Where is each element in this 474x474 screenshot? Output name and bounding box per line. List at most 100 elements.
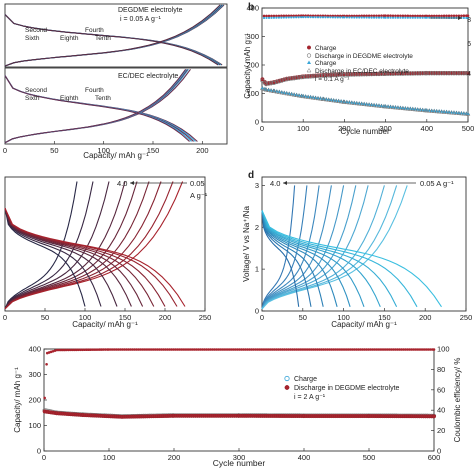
panel-b-point xyxy=(425,14,429,18)
panel-e-efficiency-point xyxy=(335,348,339,351)
panel-e-efficiency-point xyxy=(113,348,117,351)
panel-e-efficiency-point xyxy=(75,348,78,352)
panel-b-point xyxy=(451,110,457,115)
panel-e-efficiency-point xyxy=(115,348,119,351)
panel-e-efficiency-point xyxy=(392,348,396,351)
panel-e-efficiency-point xyxy=(374,348,378,351)
panel-a-bottom-discharge-curve xyxy=(4,75,194,142)
panel-b-point xyxy=(418,71,423,76)
panel-b-x-tick-label: 400 xyxy=(421,124,434,133)
panel-b-point xyxy=(329,73,334,78)
panel-b-point xyxy=(329,16,332,19)
panel-e-efficiency-point xyxy=(296,348,300,351)
panel-e-efficiency-point xyxy=(127,348,130,351)
panel-d-discharge-curve xyxy=(261,210,418,308)
panel-e-efficiency-point xyxy=(324,348,327,351)
panel-b-point xyxy=(326,73,331,78)
panel-b-point xyxy=(465,111,471,116)
panel-d-y-axis-label: Voltage/ V vs Na⁺/Na xyxy=(242,206,251,282)
panel-e-efficiency-point xyxy=(300,348,304,351)
panel-b-point xyxy=(355,16,358,19)
panel-b-point xyxy=(270,14,273,18)
panel-c-charge-curve xyxy=(4,181,110,310)
panel-e-annotation: i = 2 A g⁻¹ xyxy=(294,394,326,401)
panel-a-bottom-legend-eighth: Eighth xyxy=(60,95,79,102)
panel-a-top-frame xyxy=(4,3,228,68)
panel-b-point xyxy=(366,102,372,107)
panel-e-efficiency-point xyxy=(146,348,150,351)
panel-d-charge-curve xyxy=(261,185,320,310)
panel-e-y-tick-label: 300 xyxy=(28,370,41,379)
panel-b-point xyxy=(279,78,284,83)
panel-b-point xyxy=(310,95,316,100)
panel-b-point xyxy=(383,71,388,76)
panel-b-point xyxy=(419,16,422,19)
panel-e-efficiency-point xyxy=(388,348,392,351)
panel-b-point xyxy=(370,14,373,18)
panel-b-point xyxy=(294,92,300,97)
panel-c-discharge-curve xyxy=(4,208,86,307)
panel-e-efficiency-point xyxy=(337,348,341,351)
panel-e-efficiency-point xyxy=(408,348,411,351)
panel-b-point xyxy=(418,14,422,18)
panel-e-efficiency-point xyxy=(71,348,74,352)
panel-e-efficiency-point xyxy=(281,348,284,351)
panel-b-point xyxy=(338,99,344,104)
panel-b-point xyxy=(323,97,329,102)
panel-d-charge-curve xyxy=(261,185,369,310)
panel-b-x-tick-label: 0 xyxy=(260,124,264,133)
panel-b-legend-item: Charge xyxy=(315,45,337,52)
panel-d-x-tick-label: 100 xyxy=(337,313,350,322)
panel-e-efficiency-point xyxy=(398,348,401,351)
panel-e-efficiency-point xyxy=(138,348,142,351)
panel-b-point xyxy=(341,16,344,19)
panel-b-point xyxy=(420,71,425,76)
panel-e-efficiency-point xyxy=(248,348,251,351)
panel-b-legend-marker xyxy=(307,60,311,64)
panel-d-y-tick-label: 1 xyxy=(255,265,259,274)
panel-b-point xyxy=(380,16,383,19)
panel-e-efficiency-point xyxy=(92,348,96,351)
panel-e-efficiency-point xyxy=(203,348,206,351)
panel-b-point xyxy=(396,14,400,18)
panel-e-efficiency-point xyxy=(316,348,319,351)
panel-e-efficiency-point xyxy=(209,348,212,351)
panel-e-efficiency-point xyxy=(83,348,86,352)
panel-b-point xyxy=(306,74,311,79)
panel-e-efficiency-point xyxy=(404,348,407,351)
panel-e-efficiency-point xyxy=(55,348,59,352)
panel-c-discharge-curve xyxy=(4,208,166,307)
panel-b-point xyxy=(359,72,364,77)
panel-e-efficiency-point xyxy=(104,348,108,351)
panel-e-efficiency-point xyxy=(98,348,102,351)
panel-e-efficiency-point xyxy=(187,348,191,351)
panel-b-point xyxy=(287,14,291,18)
panel-e-efficiency-point xyxy=(359,348,362,351)
panel-b-legend-item: Charge xyxy=(315,60,337,67)
panel-e-efficiency-point xyxy=(100,348,104,351)
panel-b-point xyxy=(347,72,352,77)
panel-b-point xyxy=(440,14,443,18)
panel-e-efficiency-point xyxy=(367,348,370,351)
panel-b-point xyxy=(417,107,423,112)
panel-b-point xyxy=(336,98,342,104)
panel-b-point xyxy=(436,109,442,114)
panel-c-charge-curve xyxy=(4,181,94,310)
panel-e-y-tick-label: 200 xyxy=(28,396,41,405)
panel-b-point xyxy=(368,16,371,19)
panel-d-x-tick-label: 50 xyxy=(299,313,307,322)
panel-e-efficiency-point xyxy=(310,348,314,351)
panel-e-efficiency-point xyxy=(160,348,163,351)
panel-d-charge-curve xyxy=(261,185,357,310)
panel-c-rate-unit: A g⁻¹ xyxy=(190,191,208,200)
panel-a-bottom-legend-sixth: Sixth xyxy=(25,95,40,102)
panel-a-bottom-legend-tenth: Tenth xyxy=(95,95,111,102)
panel-b-point xyxy=(354,100,360,106)
panel-b-point xyxy=(384,16,387,19)
panel-b-annotation: i = 0.1 A g⁻¹ xyxy=(315,76,350,83)
panel-b-point xyxy=(406,14,410,18)
panel-e-efficiency-point xyxy=(61,348,65,352)
panel-b-point xyxy=(336,16,339,19)
panel-b-point xyxy=(311,16,315,19)
panel-b-point xyxy=(267,14,271,18)
